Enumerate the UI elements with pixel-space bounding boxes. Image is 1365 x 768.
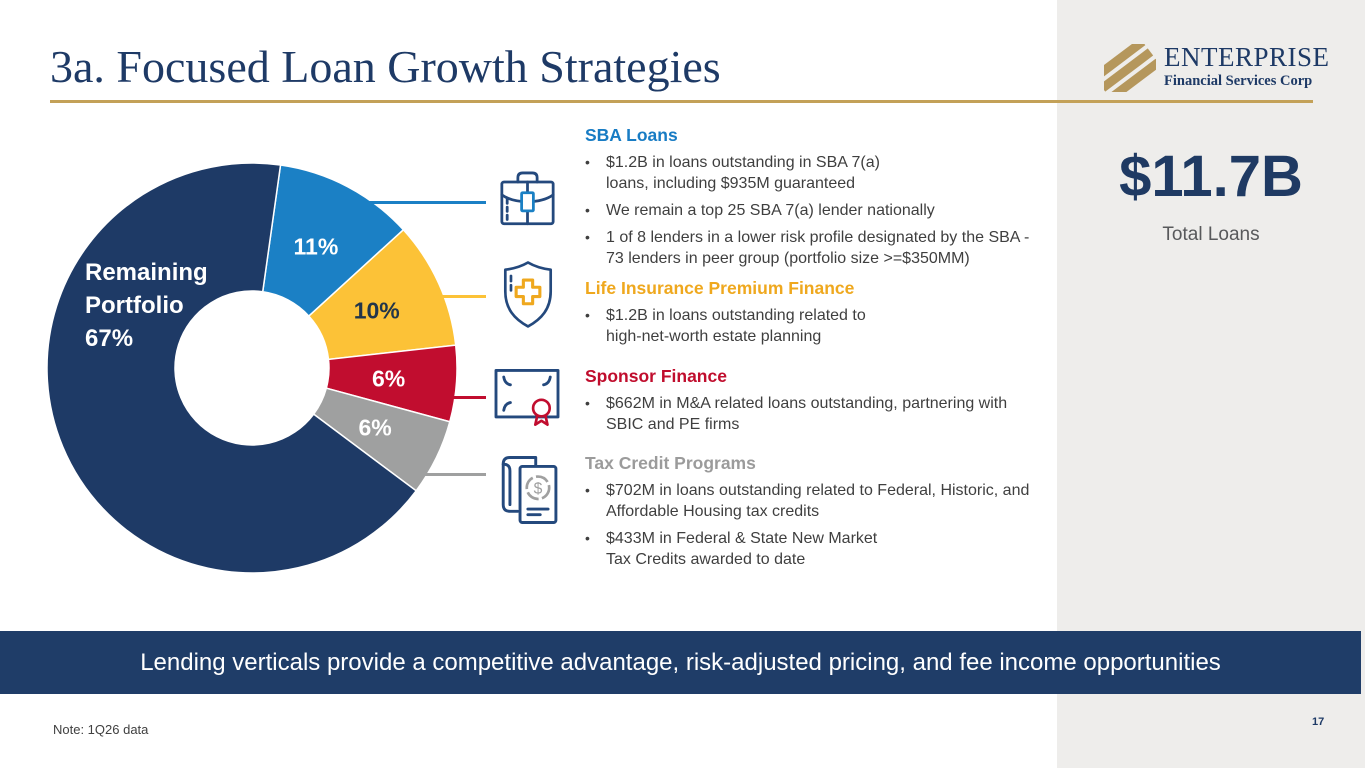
- bullet-item: • $433M in Federal & State New Market Tax…: [585, 530, 878, 568]
- takeaway-banner: Lending verticals provide a competitive …: [0, 631, 1361, 694]
- title-divider: [50, 100, 1313, 103]
- loan-mix-donut-chart: [46, 162, 458, 574]
- bullet-item: • $702M in loans outstanding related to F…: [585, 482, 1030, 520]
- footnote: Note: 1Q26 data: [53, 722, 149, 737]
- logo-name: ENTERPRISE: [1164, 42, 1330, 72]
- page-number: 17: [1312, 716, 1325, 728]
- bullet-marker: •: [585, 395, 590, 411]
- bullet-item: • 1 of 8 lenders in a lower risk profile …: [585, 229, 1030, 267]
- svg-text:$: $: [534, 480, 543, 497]
- section-title: Tax Credit Programs: [585, 453, 756, 473]
- section-title: Life Insurance Premium Finance: [585, 278, 855, 298]
- pie-percent-label-0: 11%: [293, 233, 339, 260]
- pie-percent-label-3: 6%: [358, 414, 392, 441]
- bullet-marker: •: [585, 229, 590, 245]
- remaining-portfolio-label: Remaining Portfolio 67%: [85, 259, 208, 352]
- bullet-marker: •: [585, 154, 590, 170]
- section-title: Sponsor Finance: [585, 366, 727, 386]
- leader-line-sba: [364, 201, 486, 204]
- company-logo: ENTERPRISE Financial Services Corp: [1104, 44, 1330, 92]
- bullet-marker: •: [585, 482, 590, 498]
- page-title: 3a. Focused Loan Growth Strategies: [50, 41, 721, 92]
- bullet-item: • We remain a top 25 SBA 7(a) lender nati…: [585, 202, 935, 219]
- briefcase-icon: [500, 171, 555, 226]
- donut-segment-4: [46, 162, 418, 574]
- total-loans-value: $11.7B: [1119, 144, 1303, 209]
- tax-documents-icon: $: [501, 456, 558, 524]
- pie-percent-label-1: 10%: [353, 297, 400, 324]
- leader-line-life-insurance: [432, 295, 486, 298]
- enterprise-stripes-icon: [1104, 44, 1156, 92]
- section-title: SBA Loans: [585, 125, 678, 145]
- section-sba-loans: SBA Loans • $1.2B in loans outstanding in…: [585, 124, 1077, 269]
- bullet-marker: •: [585, 307, 590, 323]
- takeaway-banner-text: Lending verticals provide a competitive …: [140, 648, 1221, 676]
- section-life-insurance-premium-finance: Life Insurance Premium Finance • $1.2B in…: [585, 277, 1077, 347]
- leader-line-sponsor: [446, 396, 486, 399]
- logo-subtitle: Financial Services Corp: [1164, 73, 1313, 89]
- section-sponsor-finance: Sponsor Finance • $662M in M&A related lo…: [585, 365, 1077, 435]
- shield-cross-icon: [503, 261, 553, 328]
- certificate-icon: [494, 368, 560, 427]
- total-loans-label: Total Loans: [1162, 224, 1260, 245]
- bullet-item: • $662M in M&A related loans outstanding,…: [585, 395, 1008, 433]
- section-tax-credit-programs: Tax Credit Programs • $702M in loans outs…: [585, 452, 1077, 570]
- total-loans-kpi: $11.7B Total Loans: [1057, 146, 1365, 246]
- leader-line-tax-credit: [417, 473, 486, 476]
- bullet-marker: •: [585, 202, 590, 218]
- pie-percent-label-2: 6%: [371, 365, 406, 391]
- bullet-item: • $1.2B in loans outstanding in SBA 7(a) …: [585, 154, 880, 192]
- bullet-marker: •: [585, 530, 590, 546]
- bullet-item: • $1.2B in loans outstanding related to h…: [585, 307, 866, 345]
